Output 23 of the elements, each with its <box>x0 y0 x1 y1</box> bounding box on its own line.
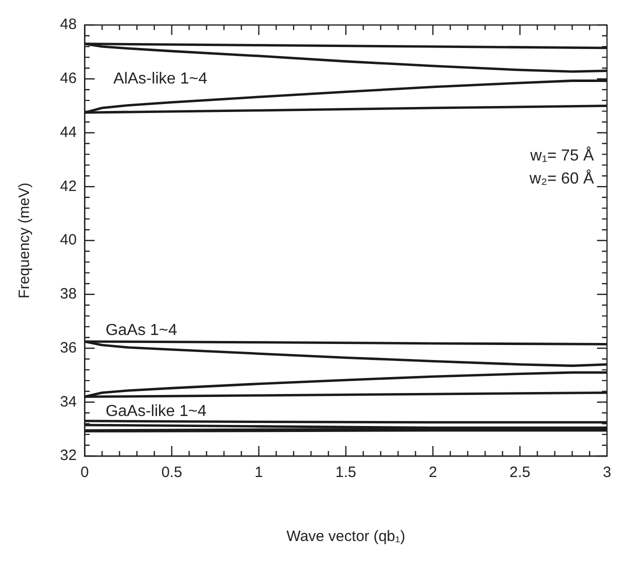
x-tick-label: 0.5 <box>161 464 182 482</box>
x-tick-label: 0 <box>80 464 89 482</box>
annotation: w₁= 75 Å <box>529 146 594 164</box>
x-axis-title: Wave vector (qb₁) <box>286 528 406 546</box>
annotation: w₂= 60 Å <box>528 169 594 188</box>
x-tick-label: 2 <box>428 464 438 482</box>
x-tick-label: 3 <box>602 464 612 482</box>
x-tick-label: 2.5 <box>510 464 530 482</box>
annotation: GaAs 1~4 <box>106 322 178 339</box>
x-tick-label: 1.5 <box>335 464 356 482</box>
annotation: GaAs-like 1~4 <box>106 403 207 420</box>
x-tick-label: 1 <box>254 464 263 482</box>
y-tick-label: 32 <box>60 447 77 464</box>
y-axis-title: Frequency (meV) <box>16 182 34 298</box>
y-tick-label: 46 <box>60 70 77 88</box>
y-tick-label: 38 <box>60 286 77 303</box>
y-tick-label: 44 <box>60 124 77 141</box>
annotation: AlAs-like 1~4 <box>113 70 208 88</box>
y-tick-label: 42 <box>60 178 77 195</box>
y-tick-label: 36 <box>60 339 77 356</box>
y-tick-label: 34 <box>60 393 77 410</box>
y-tick-label: 40 <box>60 232 77 249</box>
y-tick-label: 48 <box>60 16 77 34</box>
